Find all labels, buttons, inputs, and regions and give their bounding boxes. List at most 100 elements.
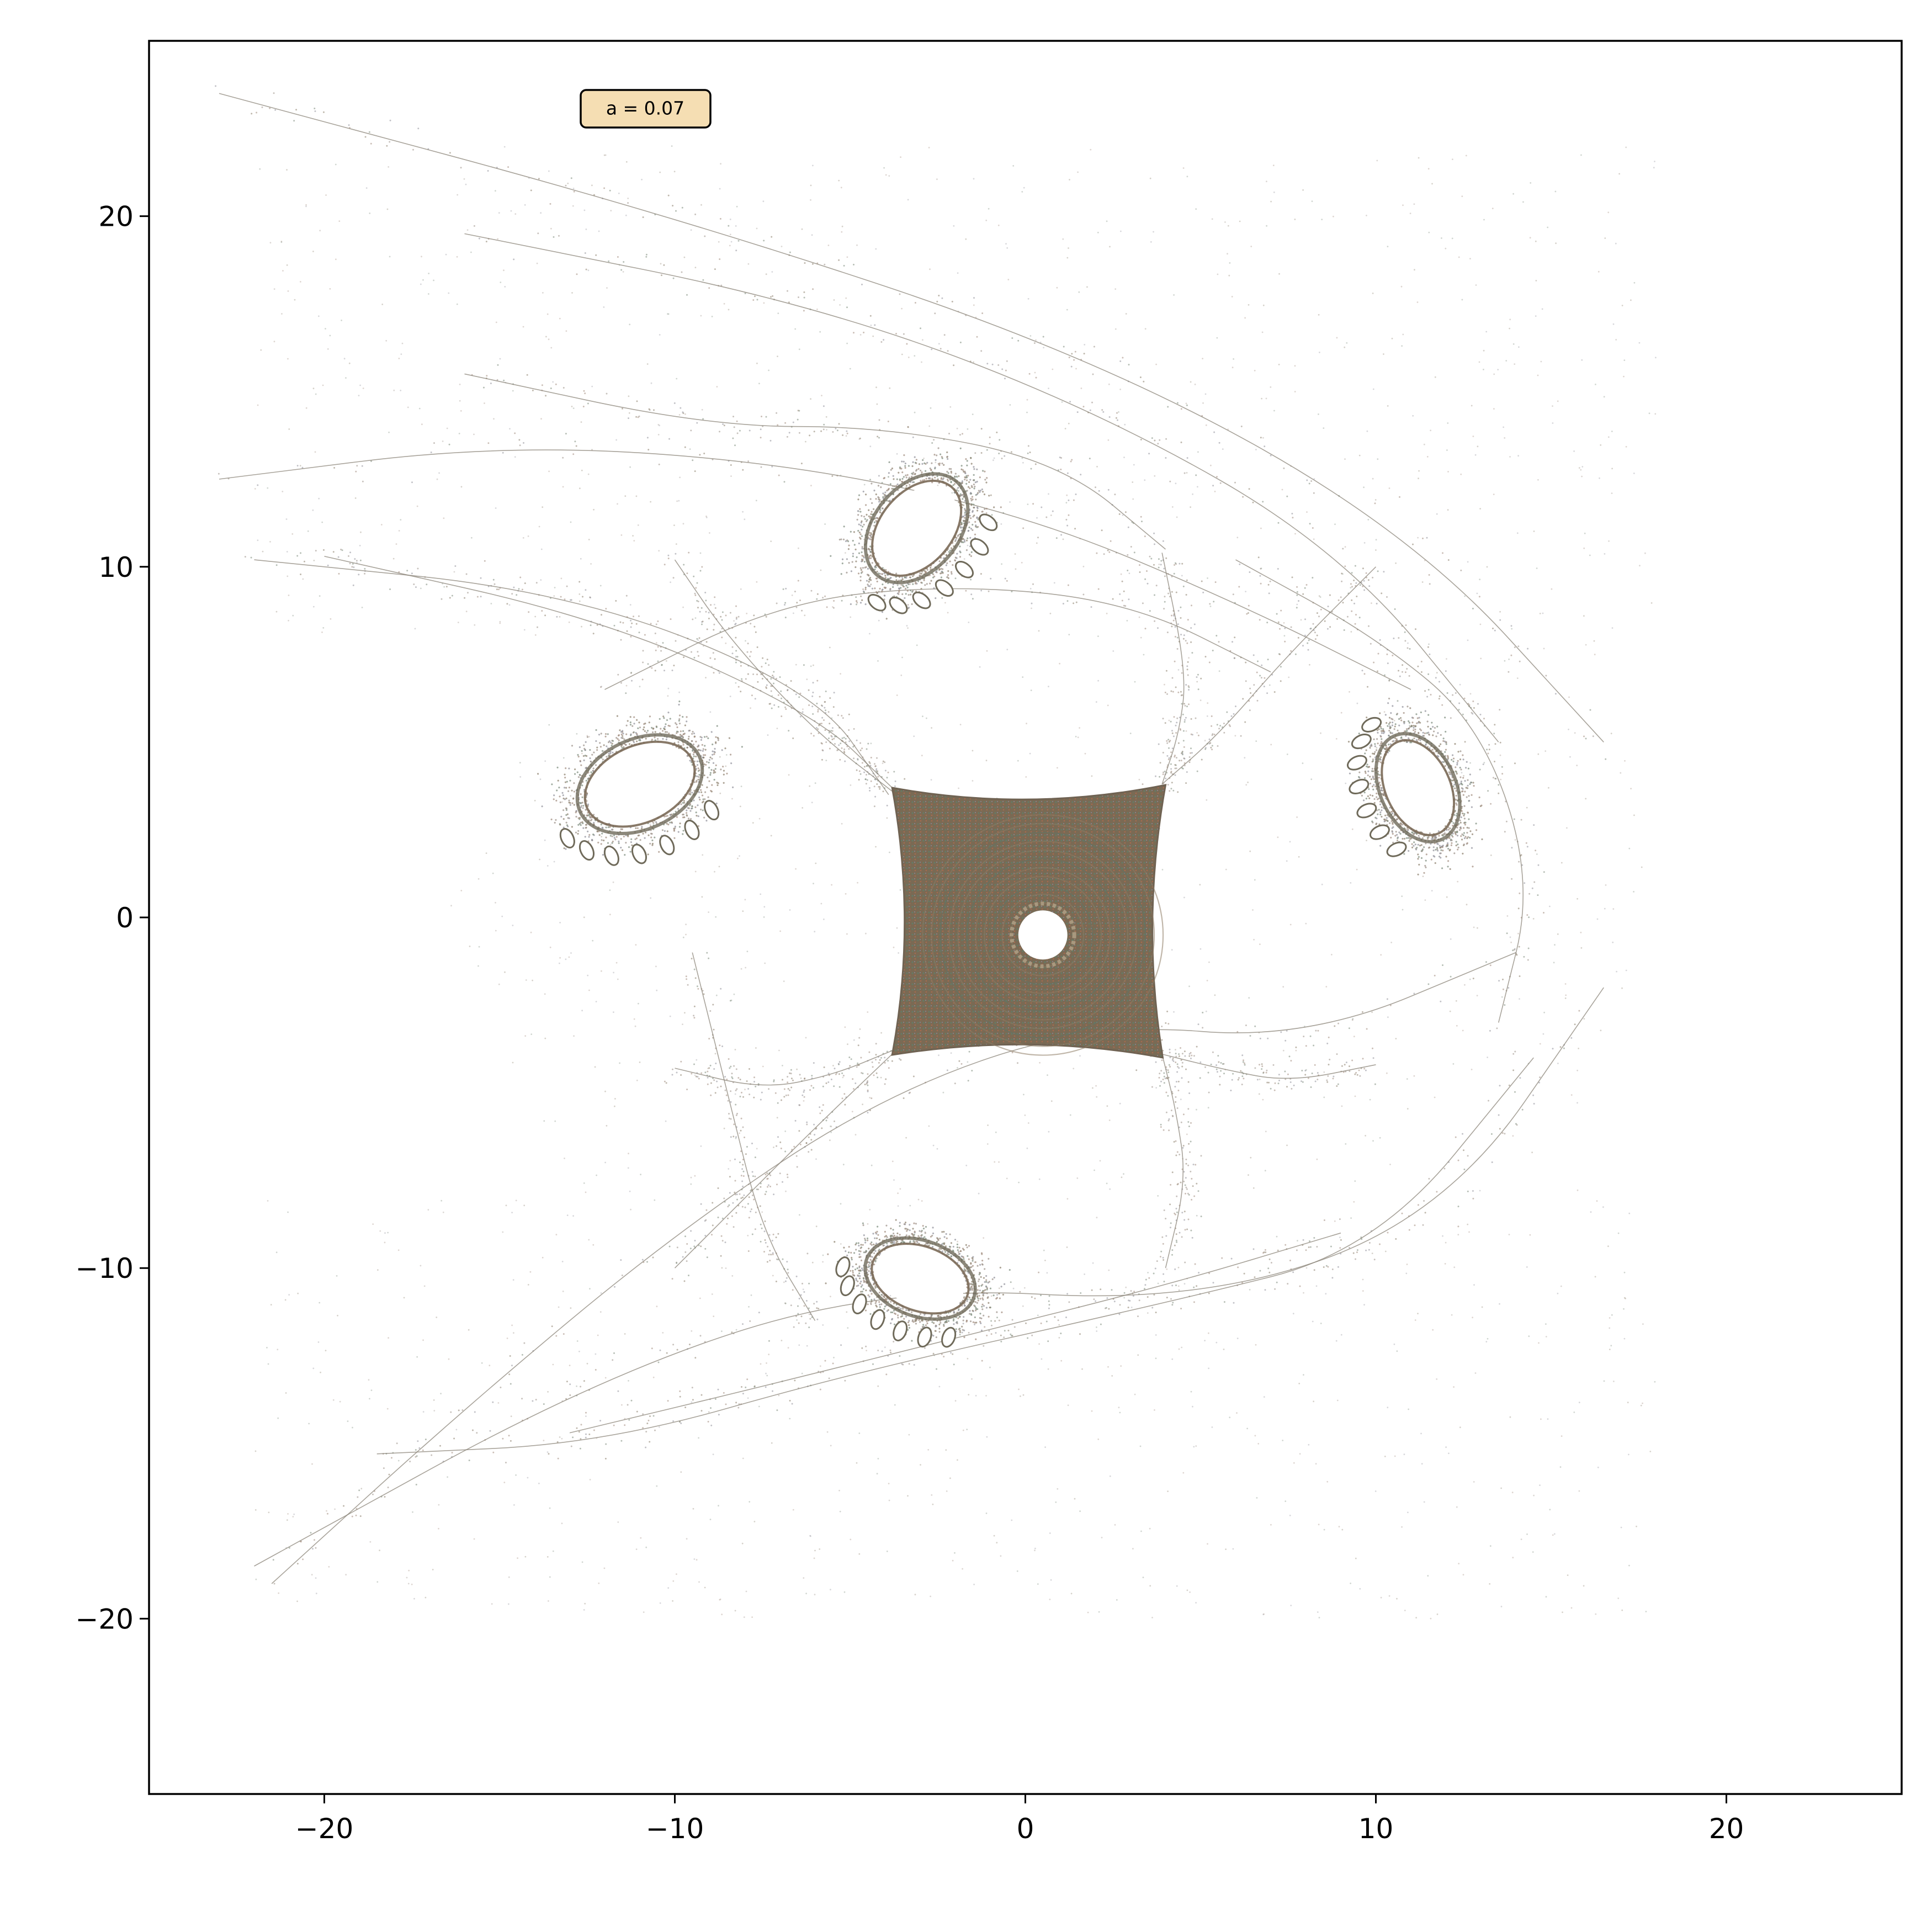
scatter-point: [747, 1235, 749, 1236]
scatter-point: [1054, 1316, 1056, 1318]
scatter-point: [1294, 391, 1296, 392]
scatter-point: [1294, 653, 1297, 655]
scatter-point: [1148, 453, 1150, 455]
scatter-point: [875, 1059, 877, 1061]
scatter-point: [814, 782, 816, 784]
scatter-point: [597, 1334, 599, 1336]
scatter-point: [760, 1363, 762, 1365]
scatter-point: [327, 1512, 328, 1515]
scatter-point: [773, 682, 774, 684]
scatter-point: [667, 313, 670, 315]
scatter-point: [1079, 1055, 1081, 1057]
scatter-point: [406, 570, 408, 572]
scatter-point: [1011, 337, 1013, 339]
scatter-point: [856, 603, 857, 606]
scatter-point: [1153, 1294, 1155, 1296]
scatter-point: [450, 905, 452, 907]
scatter-point: [1190, 752, 1191, 754]
scatter-point: [598, 1582, 600, 1584]
scatter-point: [1263, 1613, 1265, 1615]
scatter-point: [1202, 1011, 1204, 1013]
scatter-point: [1354, 1180, 1356, 1182]
scatter-point: [734, 623, 736, 625]
island-point: [864, 603, 867, 606]
scatter-point: [862, 588, 864, 590]
scatter-point: [370, 1389, 373, 1392]
scatter-point: [772, 1252, 774, 1254]
scatter-point: [388, 1337, 389, 1339]
scatter-point: [803, 1291, 805, 1293]
scatter-point: [653, 409, 655, 411]
scatter-point: [555, 1335, 558, 1337]
scatter-point: [254, 1450, 257, 1452]
scatter-point: [824, 595, 826, 597]
scatter-point: [1066, 472, 1069, 474]
scatter-point: [566, 1214, 569, 1217]
scatter-point: [568, 956, 570, 958]
scatter-point: [517, 1557, 518, 1559]
scatter-point: [1298, 600, 1299, 602]
scatter-point: [1287, 1283, 1289, 1285]
scatter-point: [1539, 1484, 1541, 1487]
scatter-point: [1172, 1302, 1174, 1304]
scatter-point: [913, 735, 915, 737]
scatter-point: [1155, 775, 1156, 777]
scatter-point: [1114, 493, 1116, 496]
scatter-point: [1114, 328, 1117, 330]
scatter-point: [609, 843, 612, 846]
scatter-point: [1123, 1173, 1124, 1175]
scatter-point: [1611, 1314, 1613, 1316]
scatter-point: [1071, 353, 1073, 355]
scatter-point: [1494, 743, 1496, 745]
scatter-point: [1091, 401, 1093, 404]
scatter-point: [1358, 454, 1361, 457]
scatter-point: [499, 622, 501, 624]
scatter-point: [1317, 1079, 1319, 1081]
scatter-point: [500, 282, 502, 283]
scatter-point: [923, 1347, 926, 1349]
scatter-point: [1248, 997, 1250, 999]
scatter-point: [420, 587, 422, 590]
scatter-point: [1170, 1298, 1172, 1300]
scatter-point: [617, 978, 619, 980]
scatter-point: [917, 1198, 920, 1201]
scatter-point: [860, 595, 862, 597]
scatter-point: [1583, 1018, 1585, 1020]
scatter-point: [1294, 365, 1296, 367]
scatter-point: [1314, 631, 1316, 634]
scatter-point: [1254, 1067, 1256, 1069]
scatter-point: [305, 407, 307, 409]
scatter-point: [1374, 1490, 1377, 1492]
scatter-point: [791, 1403, 793, 1405]
scatter-point: [776, 728, 778, 729]
scatter-point: [766, 659, 768, 661]
scatter-point: [1147, 1272, 1149, 1273]
scatter-point: [766, 1362, 767, 1364]
scatter-point: [922, 715, 923, 718]
scatter-point: [267, 1363, 269, 1365]
scatter-point: [1499, 611, 1501, 613]
scatter-point: [697, 1076, 699, 1078]
scatter-point: [1077, 171, 1079, 173]
scatter-point: [1245, 680, 1247, 682]
scatter-point: [553, 236, 555, 238]
scatter-point: [1201, 580, 1203, 582]
scatter-point: [811, 705, 814, 708]
scatter-point: [1048, 1130, 1050, 1133]
scatter-point: [897, 1192, 899, 1195]
scatter-point: [532, 1400, 534, 1402]
scatter-point: [1120, 1365, 1122, 1367]
scatter-point: [714, 607, 716, 609]
filament-curve: [674, 559, 893, 792]
scatter-point: [598, 230, 600, 232]
scatter-point: [686, 572, 688, 575]
scatter-point: [1451, 1314, 1453, 1316]
scatter-point: [630, 619, 632, 622]
scatter-point: [495, 190, 496, 192]
scatter-point: [1256, 1497, 1258, 1499]
scatter-point: [1194, 1263, 1196, 1265]
scatter-point: [848, 748, 850, 750]
scatter-point: [257, 539, 259, 542]
scatter-point: [844, 760, 846, 762]
scatter-point: [1185, 782, 1187, 784]
